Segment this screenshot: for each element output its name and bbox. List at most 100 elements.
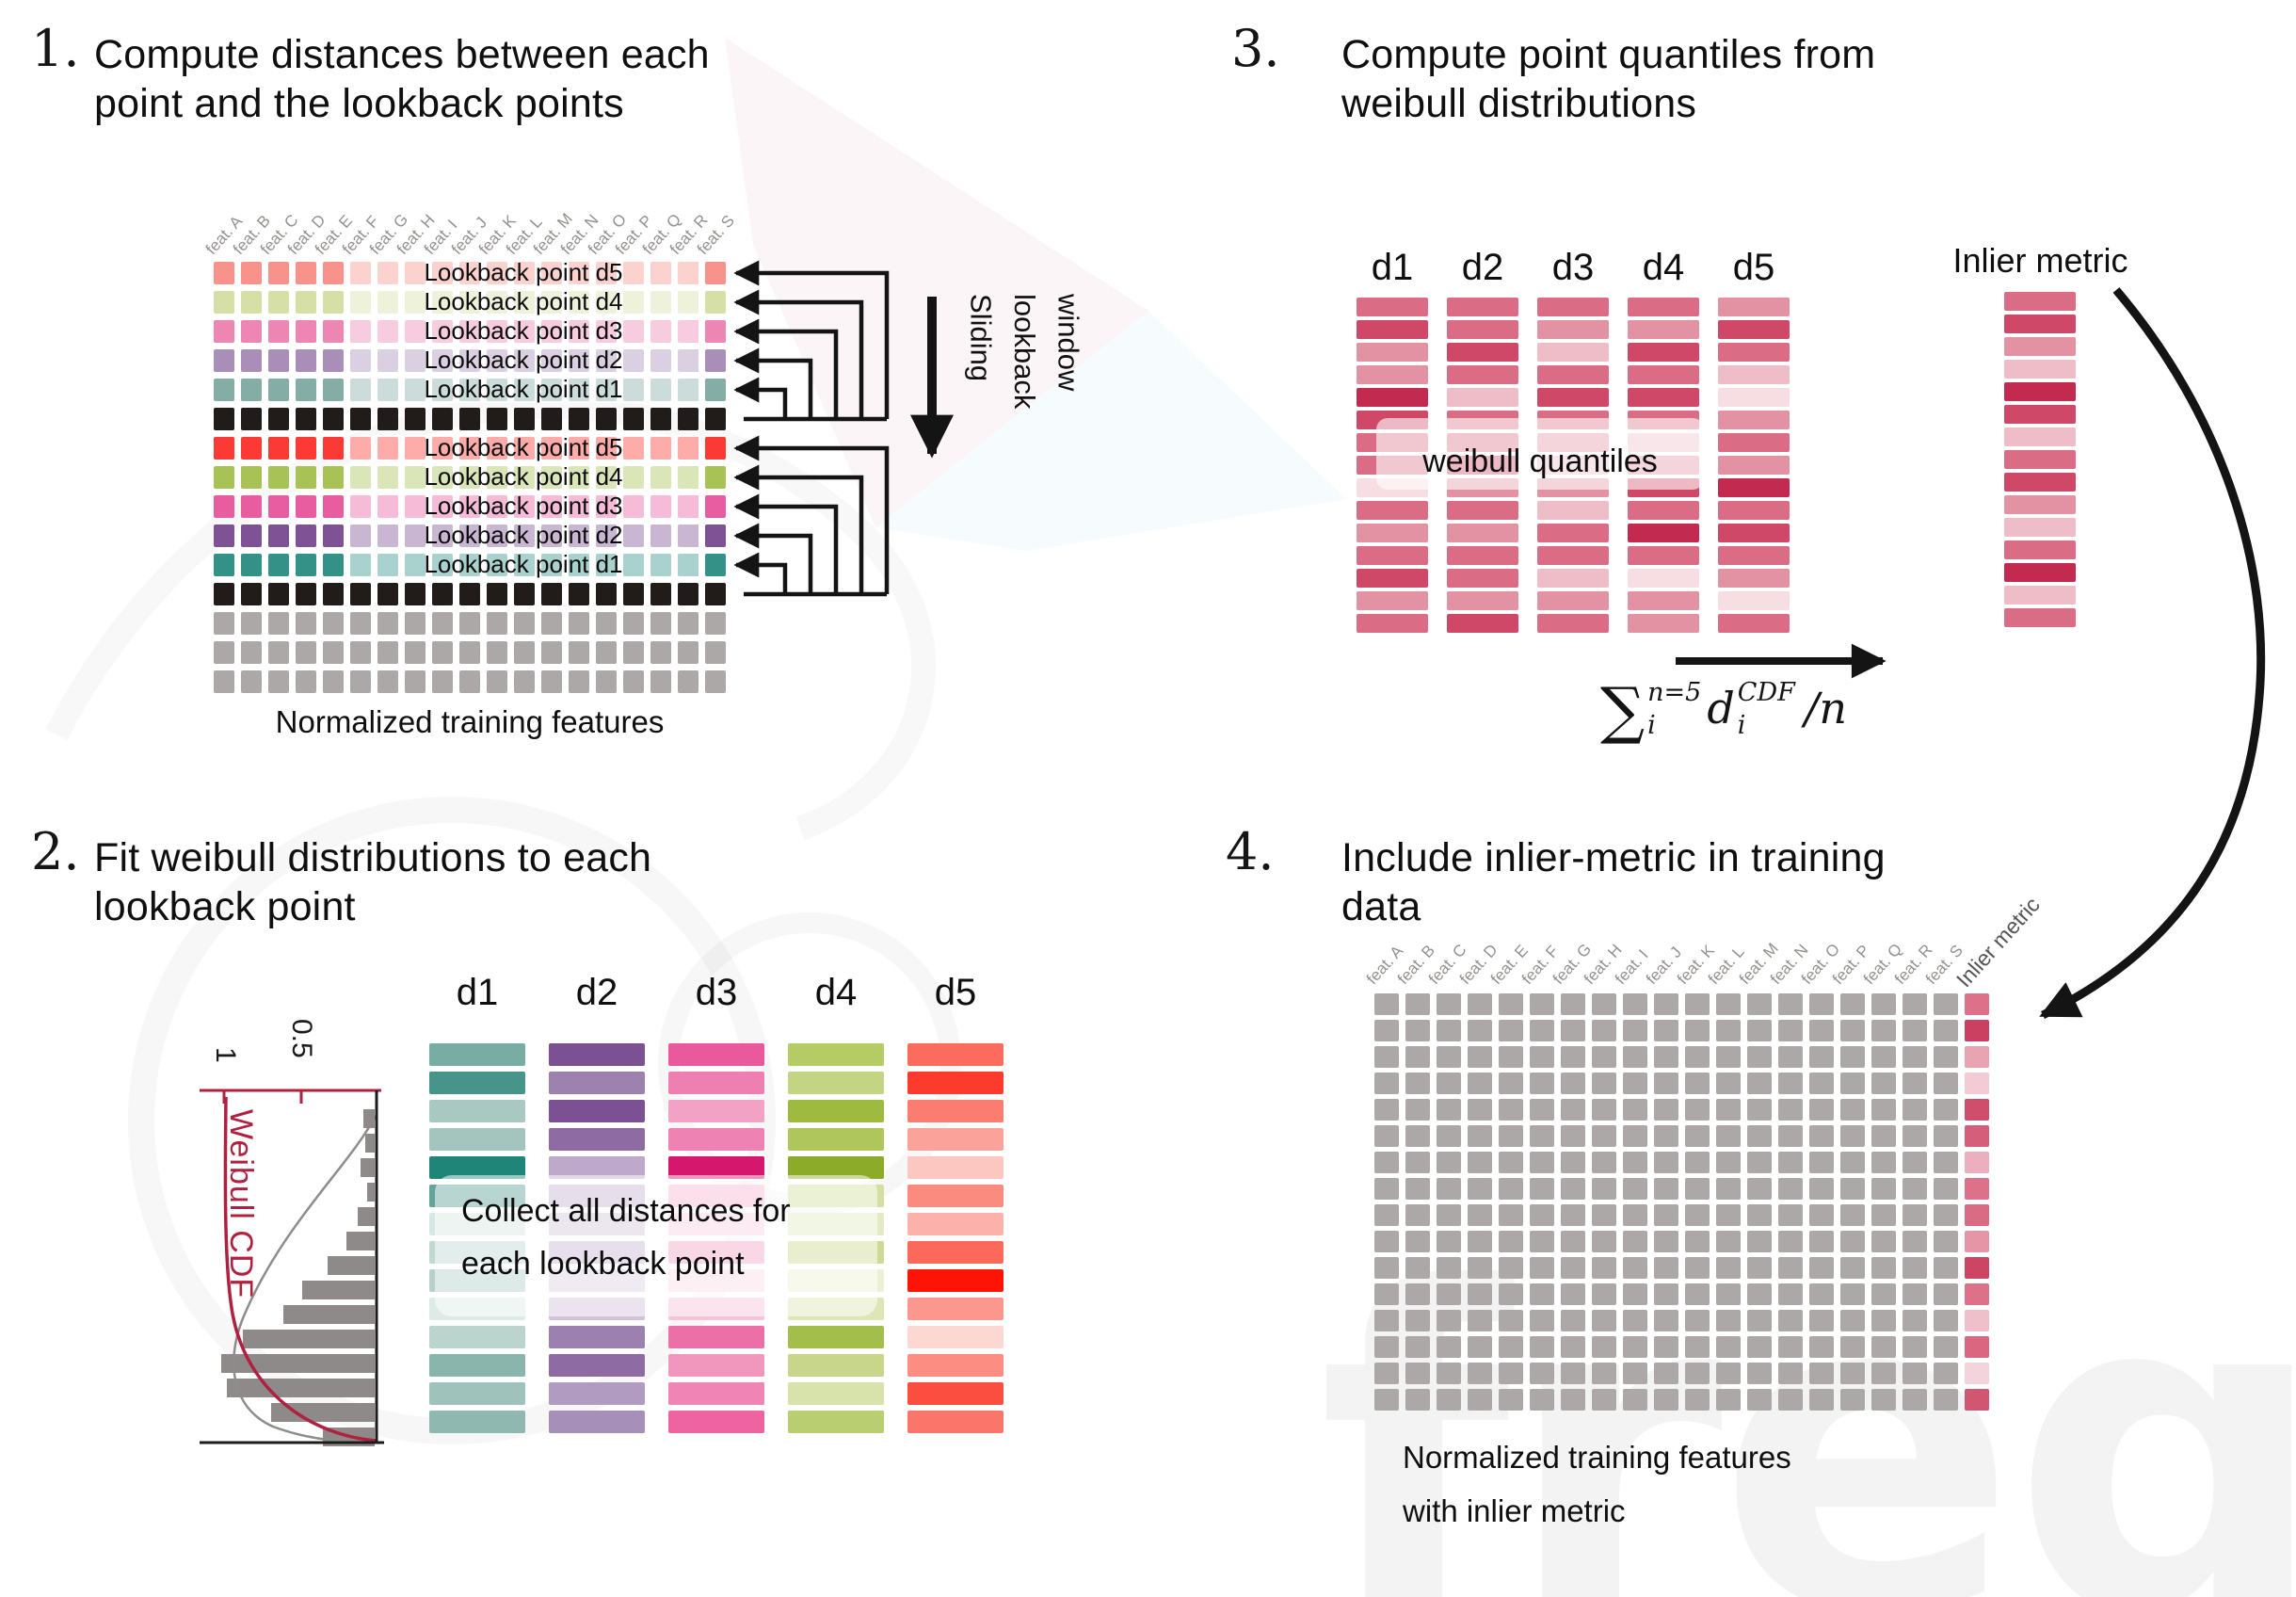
training-cell [1499, 1363, 1523, 1384]
training-cell [1934, 1073, 1958, 1094]
lookback-row-label: Lookback point d5 [424, 433, 623, 461]
quantile-bar [1718, 524, 1790, 542]
training-cell [1374, 1020, 1399, 1041]
quantile-bar [1718, 365, 1790, 384]
panel1-title-line2: point and the lookback points [94, 81, 624, 127]
feature-cell [596, 670, 617, 693]
training-cell [1965, 1389, 1989, 1411]
quantile-bar [1357, 501, 1428, 520]
quantile-bar [1718, 569, 1790, 588]
distance-bar [668, 1100, 764, 1122]
panel4-title-line1: Include inlier-metric in training [1341, 835, 1886, 880]
lookback-row-label: Lookback point d4 [424, 462, 623, 491]
lookback-row-label: Lookback point d2 [424, 521, 623, 549]
distance-bar [907, 1241, 1003, 1264]
inlier-metric-bar [2004, 427, 2076, 446]
training-cell [1965, 1099, 1989, 1121]
distance-bar [907, 1156, 1003, 1179]
training-cell [1965, 1231, 1989, 1252]
lookback-row-label-pill [344, 318, 703, 345]
feature-cell [541, 670, 562, 693]
quantile-bar [1447, 365, 1518, 384]
feature-cell [296, 612, 316, 635]
training-cell [1903, 1178, 1927, 1200]
training-cell [1530, 1046, 1554, 1068]
training-cell [1437, 1178, 1461, 1200]
feature-cell [678, 583, 698, 605]
training-cell [1592, 1099, 1616, 1121]
training-cell [1468, 1152, 1492, 1173]
training-cell [1903, 1073, 1927, 1094]
training-cell [1934, 1204, 1958, 1226]
feature-cell [214, 466, 234, 489]
training-cell [1903, 1231, 1927, 1252]
feature-cell [241, 466, 262, 489]
feature-cell [596, 641, 617, 664]
feature-cell [268, 612, 289, 635]
feature-cell [323, 291, 344, 314]
training-cell [1840, 1125, 1865, 1147]
quantile-bar [1718, 433, 1790, 452]
training-cell [1871, 1020, 1896, 1041]
training-cell [1903, 1099, 1927, 1121]
variable-superscript: CDF [1737, 678, 1795, 707]
feature-cell [569, 641, 589, 664]
feature-cell [623, 670, 644, 693]
training-cell [1871, 993, 1896, 1015]
training-cell [1965, 1204, 1989, 1226]
feature-cell [487, 583, 507, 605]
training-cell [1623, 1231, 1647, 1252]
distance-bar [907, 1298, 1003, 1320]
feature-cell [705, 320, 726, 343]
training-cell [1840, 1310, 1865, 1331]
cdf-tick-label-05: 0.5 [286, 1019, 317, 1058]
feature-cell [650, 612, 671, 635]
quantile-column-label: d1 [1371, 247, 1414, 288]
feature-cell [241, 554, 262, 576]
training-cell [1468, 1283, 1492, 1305]
quantile-bar [1357, 569, 1428, 588]
training-cell [1809, 1204, 1834, 1226]
distance-bar [907, 1326, 1003, 1348]
training-cell [1685, 1363, 1710, 1384]
distance-bar [429, 1411, 525, 1433]
training-cell [1530, 1125, 1554, 1147]
training-cell [1405, 1204, 1430, 1226]
feature-cell [323, 408, 344, 430]
training-cell [1499, 1046, 1523, 1068]
training-cell [1934, 1125, 1958, 1147]
feature-cell [623, 408, 644, 430]
panel1-number: 1. [31, 19, 80, 78]
distance-bar [907, 1382, 1003, 1405]
training-cell [1530, 1231, 1554, 1252]
feature-cell [296, 583, 316, 605]
training-cell [1934, 1231, 1958, 1252]
training-cell [1592, 1283, 1616, 1305]
feature-cell [650, 583, 671, 605]
feature-cell [541, 583, 562, 605]
distance-bar [549, 1382, 645, 1405]
feature-cell [541, 408, 562, 430]
training-cell [1778, 1178, 1803, 1200]
training-cell [1623, 1363, 1647, 1384]
training-cell [1374, 1046, 1399, 1068]
feature-cell [350, 641, 371, 664]
panel2-overlay-text: Collect all distances for each lookback … [461, 1193, 791, 1282]
feature-cell [432, 670, 453, 693]
feature-cell [268, 466, 289, 489]
training-cell [1654, 1283, 1678, 1305]
inlier-metric-column [2004, 292, 2076, 640]
training-cell [1809, 1125, 1834, 1147]
distance-bar [788, 1072, 884, 1094]
training-cell [1934, 1257, 1958, 1279]
training-cell [1437, 1099, 1461, 1121]
training-cell [1530, 1389, 1554, 1411]
training-cell [1530, 1020, 1554, 1041]
training-cell [1437, 1257, 1461, 1279]
training-cell [1965, 1257, 1989, 1279]
feature-cell [268, 291, 289, 314]
training-cell [1499, 1073, 1523, 1094]
panel3-title: Compute point quantiles from weibull dis… [1341, 30, 1875, 129]
training-cell [1840, 1336, 1865, 1358]
feature-cell [650, 408, 671, 430]
